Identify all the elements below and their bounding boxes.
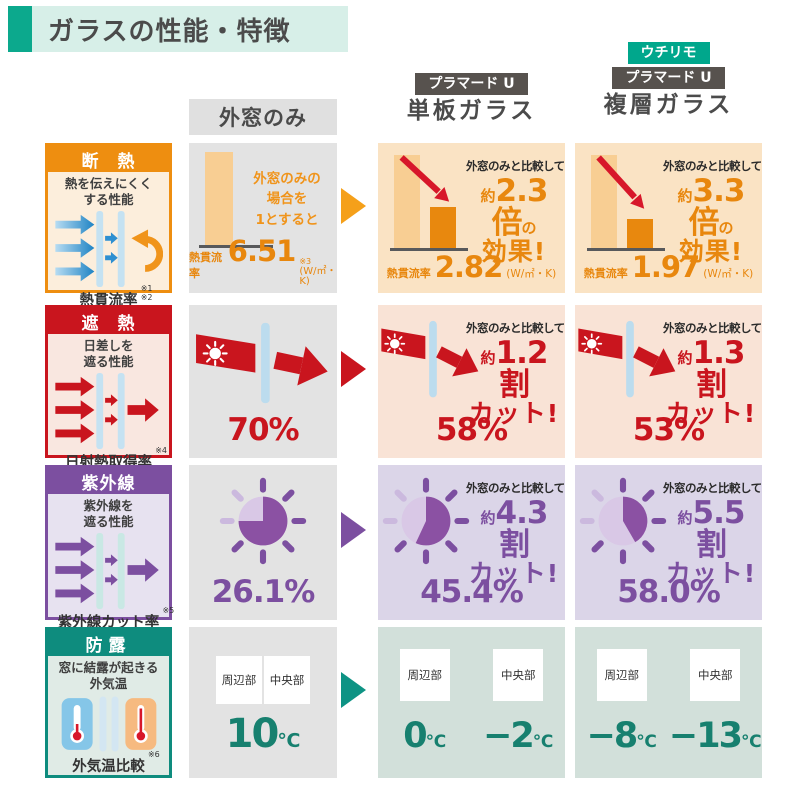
u-value-base: 熱貫流率 6.51 ※3 (W/㎡・K) (189, 234, 337, 287)
comparison-callout: 外窓のみと比較して 約2.3倍の 効果! (466, 159, 565, 267)
sun-pie-icon (382, 477, 470, 565)
row-desc: 窓に結露が起きる 外気温 (58, 660, 159, 692)
shading-double-cell: 外窓のみと比較して 約1.3割 カット! 53% (575, 305, 762, 458)
drop-arrow-icon (399, 155, 450, 202)
uv-single-value: 45.4% (420, 574, 524, 610)
drop-arrow-icon (596, 155, 645, 209)
row-label: 紫外線 (48, 468, 169, 494)
condensation-double-cell: 周辺部 −8℃ 中央部 −13℃ (575, 627, 762, 778)
condensation-base-cell: 周辺部 中央部 10℃ (189, 627, 337, 778)
title-accent-square (8, 6, 32, 52)
uv-double-cell: 外窓のみと比較して 約5.5割 カット! 58.0% (575, 465, 762, 620)
sun-arrow-icon (381, 320, 479, 398)
metric-label: 熱貫流率 ※1 ※2 (79, 283, 153, 309)
sun-arrow-icon (196, 322, 328, 404)
column-header-single-glass: プラマード U 単板ガラス (378, 73, 565, 126)
metric-label: 紫外線カット率 ※5 (57, 605, 175, 631)
insulation-base-cell: 外窓のみの 場合を 1とすると 熱貫流率 6.51 ※3 (W/㎡・K) (189, 143, 337, 293)
comparison-callout: 外窓のみと比較して 約4.3割 カット! (466, 481, 565, 589)
thermometer-icon (48, 693, 169, 755)
shgc-single-value: 58% (435, 412, 508, 448)
row-label: 断 熱 (48, 146, 169, 172)
column-name: 単板ガラス (406, 98, 537, 125)
insulation-label-card: 断 熱 熱を伝えにくく する性能 (45, 143, 172, 309)
sun-pie-icon (219, 477, 307, 565)
shgc-double-value: 53% (632, 412, 705, 448)
page-title: ガラスの性能・特徴 (32, 6, 348, 52)
uv-double-value: 58.0% (617, 574, 721, 610)
row-uv: 紫外線 紫外線を 遮る性能 (0, 465, 800, 631)
condensation-single-cell: 周辺部 0℃ 中央部 −2℃ (378, 627, 565, 778)
row-insulation: 断 熱 熱を伝えにくく する性能 (0, 143, 800, 309)
uv-base-value: 26.1% (211, 574, 316, 610)
row-desc: 熱を伝えにくく する性能 (64, 176, 153, 208)
flow-arrow-icon (341, 188, 366, 224)
shading-single-cell: 外窓のみと比較して 約1.2割 カット! 58% (378, 305, 565, 458)
flow-arrow-icon (341, 351, 366, 388)
row-label: 防露 (48, 630, 169, 656)
sun-pie-icon (579, 477, 667, 565)
column-header-outer-window: 外窓のみ (189, 99, 337, 135)
center-label: 中央部 (690, 649, 741, 701)
metric-label: 外気温比較 ※6 (72, 749, 160, 775)
sun-arrow-icon (578, 320, 676, 398)
shading-label-card: 遮 熱 日差しを 遮る性能 (45, 305, 172, 471)
row-condensation: 防露 窓に結露が起きる 外気温 (0, 627, 800, 778)
heat-arrows-icon (48, 371, 169, 451)
column-name: 複層ガラス (603, 92, 734, 119)
column-header-double-glass: ウチリモ プラマード U 複層ガラス (575, 42, 762, 120)
insulation-double-cell: 外窓のみと比較して 約3.3倍の 効果! 熱貫流率 1.97 (W/㎡・K) (575, 143, 762, 293)
flow-arrow-icon (341, 672, 366, 709)
uv-arrows-icon (48, 531, 169, 611)
condensation-label-card: 防露 窓に結露が起きる 外気温 (45, 627, 172, 778)
uv-base-cell: 26.1% (189, 465, 337, 620)
shading-base-cell: 70% (189, 305, 337, 458)
row-desc: 紫外線を 遮る性能 (83, 498, 134, 530)
temp-peripheral-value: 0℃ (403, 716, 447, 756)
peripheral-label: 周辺部 (399, 649, 450, 701)
base-bar (205, 152, 233, 245)
uv-single-cell: 外窓のみと比較して 約4.3割 カット! 45.4% (378, 465, 565, 620)
uchirimo-badge: ウチリモ (627, 42, 710, 65)
comparison-callout: 外窓のみと比較して 約3.3倍の 効果! (663, 159, 762, 267)
center-label: 中央部 (264, 656, 310, 704)
comparison-callout: 外窓のみと比較して 約1.3割 カット! (663, 321, 762, 429)
center-label: 中央部 (493, 649, 544, 701)
insulation-single-cell: 外窓のみと比較して 約2.3倍の 効果! 熱貫流率 2.82 (W/㎡・K) (378, 143, 565, 293)
temp-peripheral-value: −8℃ (586, 716, 657, 756)
peripheral-label: 周辺部 (216, 656, 262, 704)
plamado-u-badge: プラマード U (415, 73, 528, 96)
uv-label-card: 紫外線 紫外線を 遮る性能 (45, 465, 174, 631)
flow-arrow-icon (341, 512, 366, 549)
comparison-callout: 外窓のみと比較して 約1.2割 カット! (466, 321, 565, 429)
u-value-double: 熱貫流率 1.97 (W/㎡・K) (583, 250, 754, 284)
insulation-arrows-icon (48, 209, 169, 289)
row-heat-shading: 遮 熱 日差しを 遮る性能 (0, 305, 800, 471)
comparison-callout: 外窓のみと比較して 約5.5割 カット! (663, 481, 762, 589)
temp-center-value: −2℃ (483, 716, 554, 756)
row-label: 遮 熱 (48, 308, 169, 334)
row-desc: 日差しを 遮る性能 (83, 338, 134, 370)
peripheral-label: 周辺部 (596, 649, 647, 701)
u-value-single: 熱貫流率 2.82 (W/㎡・K) (386, 250, 557, 284)
temp-base-value: 10℃ (225, 711, 301, 757)
temp-center-value: −13℃ (668, 716, 762, 756)
plamado-u-badge: プラマード U (612, 67, 725, 90)
base-caption: 外窓のみの 場合を 1とすると (253, 171, 321, 228)
shgc-base-value: 70% (227, 412, 299, 448)
